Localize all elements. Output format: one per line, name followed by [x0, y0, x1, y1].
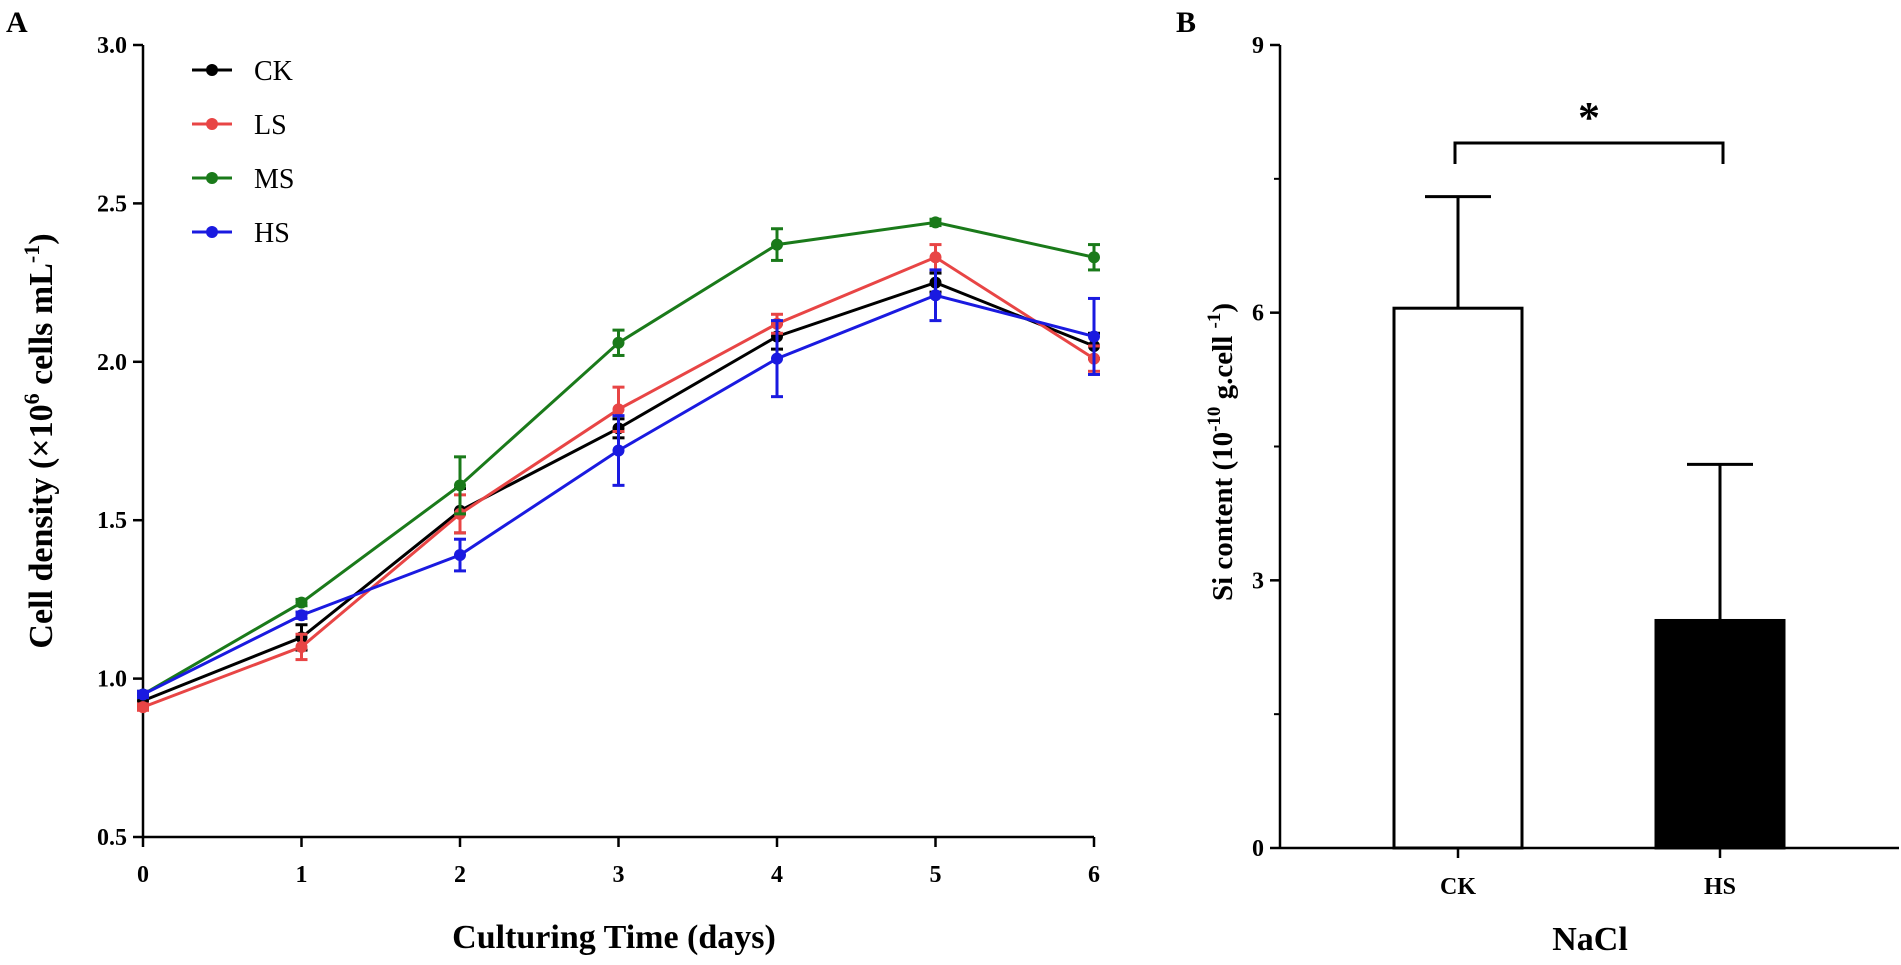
y-tick-label: 0.5: [97, 825, 127, 851]
legend-swatch-marker: [206, 118, 218, 130]
panel-b-y-axis-title: Si content (10-10 g.cell -1): [1204, 303, 1239, 601]
data-point: [929, 251, 942, 264]
panel-a-series: [137, 216, 1100, 714]
bar: [1392, 306, 1524, 850]
legend-swatch-marker: [206, 64, 218, 76]
y-tick-label: 0: [1252, 836, 1264, 862]
y-tick-label: 1.0: [97, 667, 127, 693]
data-point: [612, 403, 625, 416]
x-tick-label: 0: [137, 862, 149, 888]
panel-b-significance: *: [1453, 93, 1725, 164]
panel-b-y-title-part2: g.cell: [1207, 328, 1239, 406]
data-point: [929, 289, 942, 302]
series-ls: [137, 243, 1100, 714]
y-tick-label: 9: [1252, 33, 1264, 59]
data-point: [1088, 330, 1100, 343]
x-tick-label: 1: [296, 862, 308, 888]
y-tick-label: 3: [1252, 568, 1264, 594]
panel-a: A 0.5 1.0 1.5 2.0 2.5 3.0 0 1 2 3 4 5 6 CK LS MS HS Cu…: [6, 6, 1100, 956]
x-tick-label: CK: [1440, 874, 1476, 900]
panel-a-y-title-sup2: -1: [19, 245, 44, 263]
x-tick-label: 3: [613, 862, 625, 888]
panel-a-y-ticks: 0.5 1.0 1.5 2.0 2.5 3.0: [97, 33, 143, 851]
y-tick-label: 6: [1252, 301, 1264, 327]
panel-a-y-title-part2: cells mL: [23, 263, 60, 393]
x-tick-label: 2: [454, 862, 466, 888]
data-point: [137, 701, 149, 714]
data-point: [1088, 251, 1100, 264]
legend-label: MS: [254, 164, 294, 195]
x-tick-label: 5: [930, 862, 942, 888]
data-point: [454, 549, 466, 562]
panel-a-x-axis-title: Culturing Time (days): [452, 919, 776, 956]
panel-b-y-title-part1: Si content (10: [1207, 432, 1239, 601]
panel-a-y-title-part1: Cell density (×10: [23, 404, 60, 648]
legend-swatch-marker: [206, 172, 218, 184]
data-point: [454, 479, 466, 492]
bar-group-hs: HS: [1654, 462, 1786, 900]
x-tick-label: 6: [1088, 862, 1100, 888]
data-point: [771, 238, 783, 251]
panel-a-y-title-part3: ): [23, 233, 60, 244]
panel-a-x-ticks: 0 1 2 3 4 5 6: [137, 837, 1100, 888]
panel-a-label: A: [6, 6, 28, 39]
bar-group-ck: CK: [1392, 195, 1524, 900]
data-point: [137, 688, 149, 701]
panel-b-label: B: [1176, 6, 1196, 39]
y-tick-label: 3.0: [97, 33, 127, 59]
panel-b: B 0 3 6 9 CK HS * NaCl Si content (10-10 g.c…: [1176, 6, 1899, 958]
data-point: [929, 216, 942, 229]
x-tick-label: 4: [771, 862, 783, 888]
significance-bracket: [1453, 141, 1725, 164]
data-point: [612, 444, 625, 457]
legend-swatch-marker: [206, 226, 218, 238]
data-point: [612, 336, 625, 349]
panel-a-y-title-sup1: 6: [19, 393, 44, 404]
data-point: [295, 640, 308, 653]
data-point: [295, 596, 308, 609]
legend-label: LS: [254, 110, 287, 141]
panel-b-bars: CK HS: [1392, 195, 1786, 900]
data-point: [771, 352, 783, 365]
data-point: [295, 609, 308, 622]
y-tick-label: 1.5: [97, 508, 127, 534]
legend-label: HS: [254, 218, 290, 249]
x-tick-label: HS: [1704, 874, 1736, 900]
panel-a-legend: CK LS MS HS: [192, 56, 294, 249]
panel-b-y-ticks: 0 3 6 9: [1252, 33, 1280, 862]
bar: [1654, 618, 1786, 850]
panel-b-y-title-sup1: -10: [1204, 407, 1225, 432]
panel-b-y-title-sup2: -1: [1204, 313, 1225, 329]
panel-b-y-title-part3: ): [1207, 303, 1239, 313]
panel-b-x-axis-title: NaCl: [1552, 921, 1628, 958]
significance-marker: *: [1578, 93, 1600, 142]
legend-label: CK: [254, 56, 293, 87]
panel-a-y-axis-title: Cell density (×106 cells mL-1): [19, 233, 60, 648]
y-tick-label: 2.0: [97, 350, 127, 376]
y-tick-label: 2.5: [97, 191, 127, 217]
series-hs: [137, 268, 1100, 701]
